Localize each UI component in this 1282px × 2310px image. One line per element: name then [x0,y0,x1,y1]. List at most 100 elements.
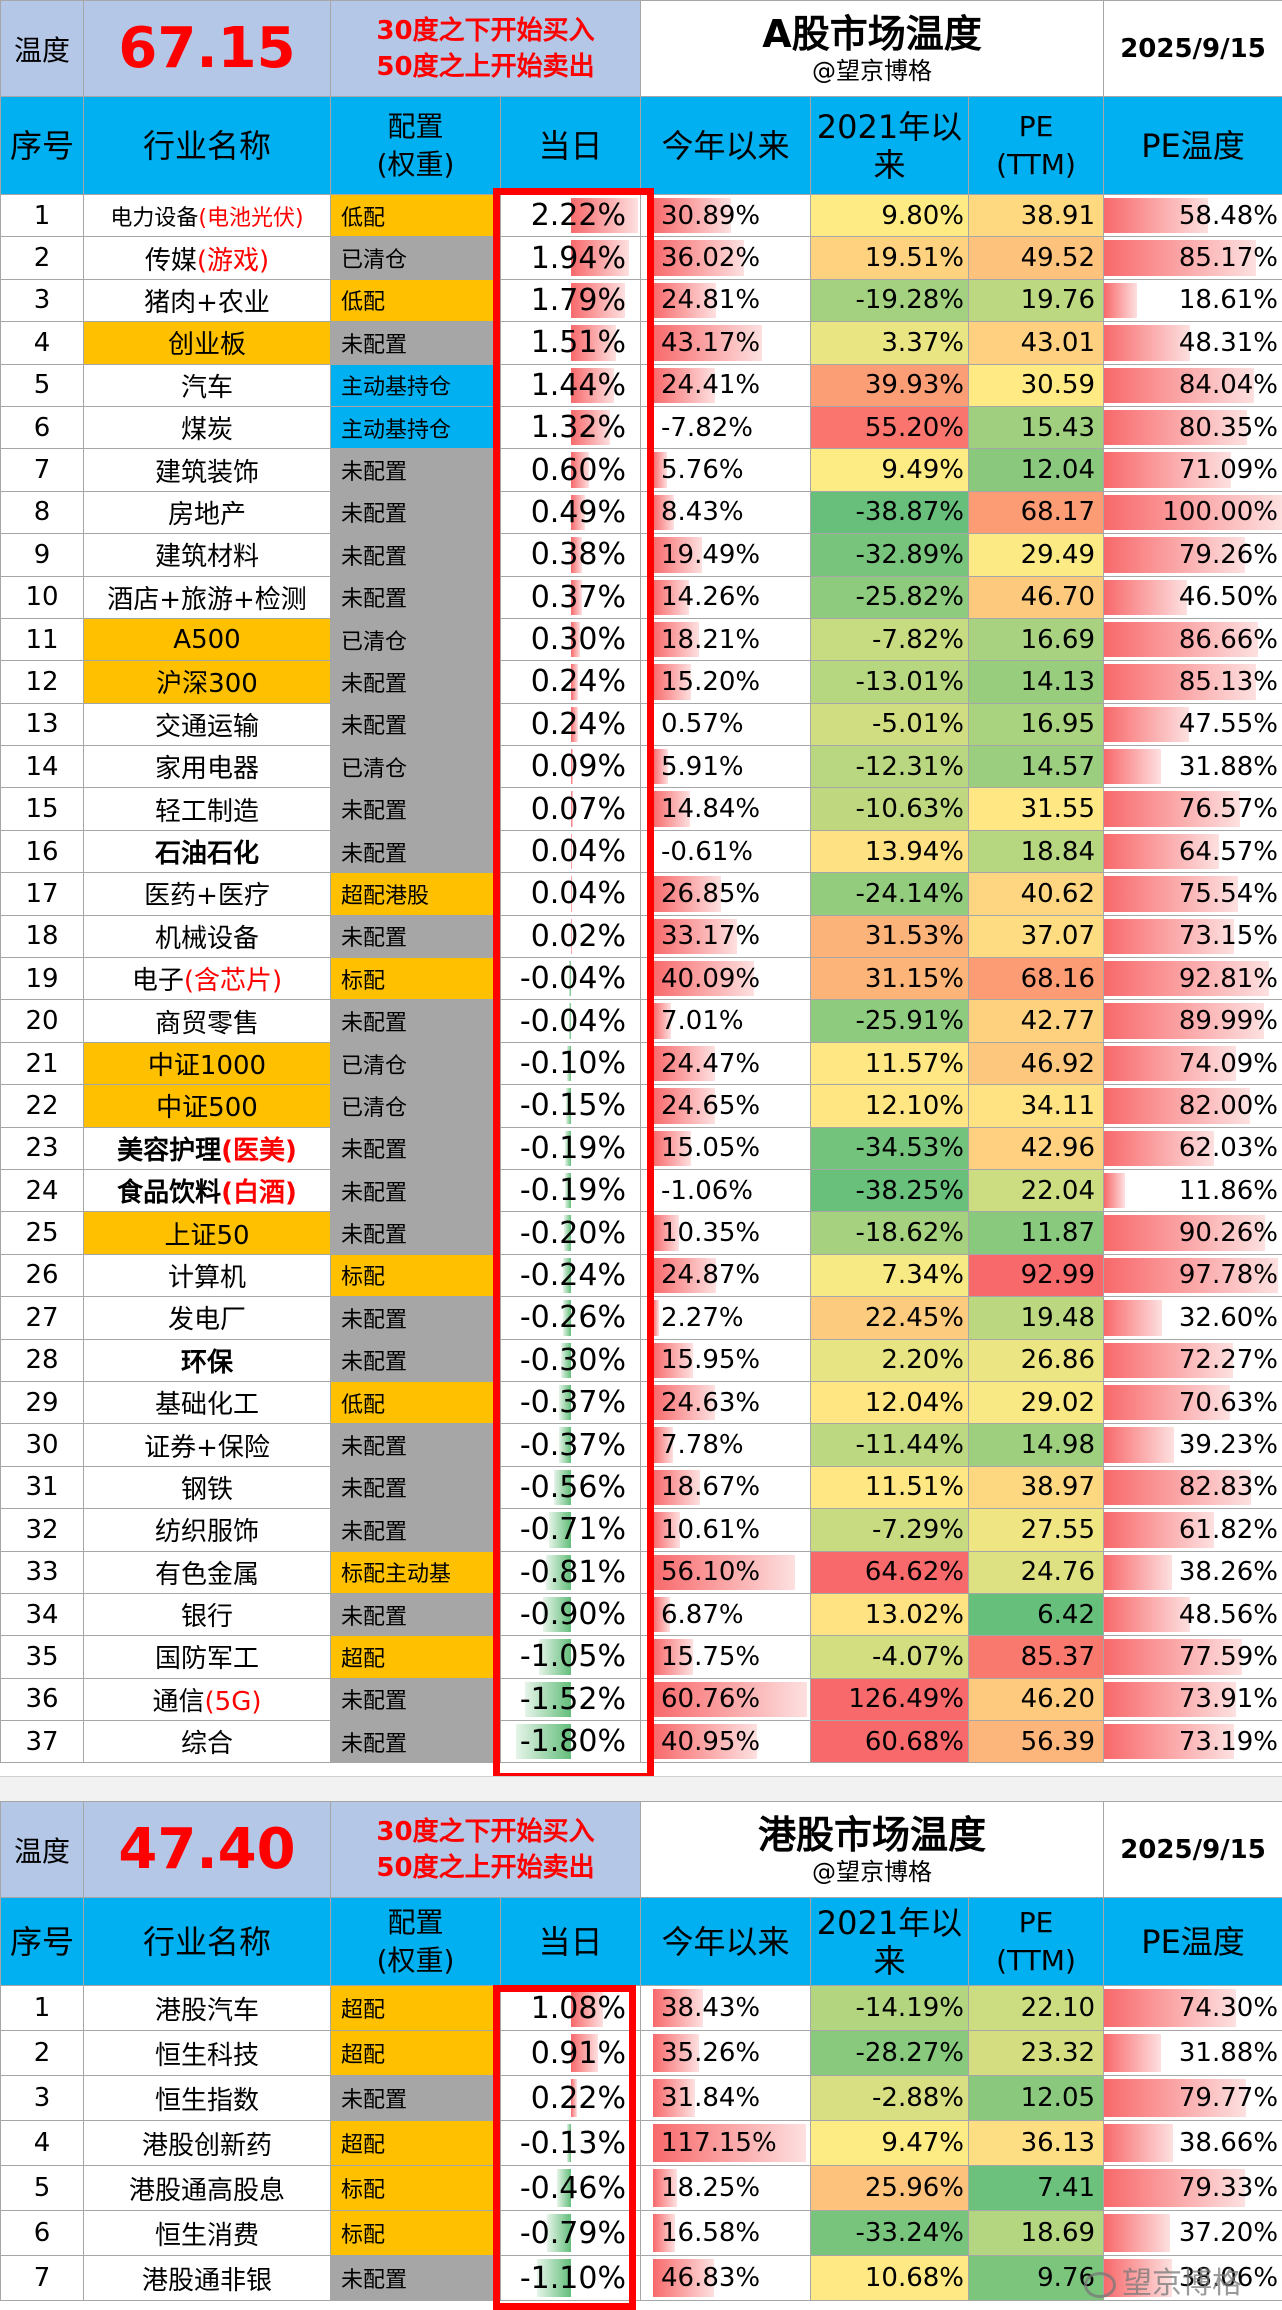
pe-temperature-bar [1104,1215,1265,1251]
today-change-bar [564,1215,571,1251]
today-change: -0.79% [500,2210,641,2256]
industry-name: 电子(含芯片) [83,957,331,1001]
ytd-change-bar [652,664,692,700]
industry-name: 美容护理(医美) [83,1126,331,1170]
ytd-change-bar [652,537,703,573]
ytd-change-bar [652,1003,671,1039]
since-2021-change: 13.94% [810,829,969,874]
pe-ttm: 19.48 [967,1296,1105,1340]
ytd-change: 43.17% [640,321,811,365]
today-change-value: 0.60% [530,452,626,488]
today-change-bar [543,1596,571,1633]
hk-share-title-row: 温度 47.40 30度之下开始买入 50度之上开始卖出 港股市场温度 @望京博… [0,1801,1282,1898]
today-change: -1.10% [500,2255,641,2301]
pe-temperature: 73.91% [1103,1677,1282,1722]
pe-temperature-bar [1104,409,1248,446]
ytd-change-bar [652,1469,701,1506]
ytd-change: 14.26% [640,575,811,619]
industry-name: 港股创新药 [83,2120,331,2166]
row-index: 14 [0,745,84,789]
pe-temperature: 37.20% [1103,2210,1282,2256]
pe-temperature-bar [1104,1130,1215,1166]
industry-name-text: 港股创新药 [141,2130,272,2161]
industry-name-text: 中证500 [156,1093,258,1124]
pe-ttm: 18.84 [967,829,1105,874]
header-today: 当日 [500,96,641,195]
ytd-change-value: -0.61% [661,836,753,867]
table-row: 17 医药+医疗 超配港股 0.04% 26.85% -24.14% 40.62 75.54% [0,872,1282,916]
today-change: 0.91% [500,2030,641,2076]
pe-temperature-bar [1104,2124,1173,2162]
industry-name: 计算机 [83,1253,331,1298]
ytd-change-bar [652,1257,716,1294]
pe-temperature: 73.15% [1103,914,1282,959]
allocation: 未配置 [330,1677,501,1722]
pe-temperature: 38.66% [1103,2120,1282,2166]
pe-temperature-value: 32.60% [1178,1302,1279,1333]
pe-temperature-bar [1104,876,1239,912]
industry-name-text: 石油石化 [154,839,259,870]
allocation: 超配 [330,2030,501,2076]
pe-ttm: 49.52 [967,236,1105,280]
row-index: 12 [0,660,84,704]
ytd-change: 7.78% [640,1423,811,1467]
row-index: 32 [0,1508,84,1552]
today-change-value: -0.04% [519,961,626,997]
pe-temperature-value: 79.77% [1178,2083,1279,2113]
today-change-value: 2.22% [530,198,626,234]
table-row: 24 食品饮料(白酒) 未配置 -0.19% -1.06% -38.25% 22.04 11.… [0,1168,1282,1213]
ytd-change-bar [652,706,655,743]
pe-temperature-bar [1104,1172,1126,1209]
today-change-bar [570,749,574,785]
pe-ttm: 43.01 [967,321,1105,365]
pe-ttm: 11.87 [967,1211,1105,1255]
today-change-bar [564,1130,571,1166]
allocation: 标配 [330,2210,501,2256]
ytd-change-value: 36.02% [661,243,761,274]
table-row: 4 创业板 未配置 1.51% 43.17% 3.37% 43.01 48.31% [0,321,1282,365]
industry-name: 电力设备(电池光伏) [83,193,331,238]
sell-rule: 50度之上开始卖出 [376,1852,595,1883]
row-index: 5 [0,363,84,407]
since-2021-change: -7.82% [810,617,969,662]
row-index: 22 [0,1084,84,1128]
row-index: 7 [0,2255,84,2301]
today-change: 0.04% [500,872,641,916]
table-row: 22 中证500 已清仓 -0.15% 24.65% 12.10% 34.11 82.00% [0,1084,1282,1128]
industry-name-text: 有色金属 [154,1559,259,1590]
allocation: 未配置 [330,999,501,1043]
table-row: 21 中证1000 已清仓 -0.10% 24.47% 11.57% 46.92 74.09% [0,1041,1282,1086]
allocation: 未配置 [330,575,501,619]
today-change-value: -0.04% [519,1003,626,1039]
today-change-value: 1.79% [530,282,626,318]
hk-share-table: 温度 47.40 30度之下开始买入 50度之上开始卖出 港股市场温度 @望京博… [0,1801,1282,2301]
since-2021-change: -7.29% [810,1508,969,1552]
table-row: 36 通信(5G) 未配置 -1.52% 60.76% 126.49% 46.20 73.91… [0,1677,1282,1722]
today-change-value: 0.24% [530,664,626,700]
row-index: 2 [0,236,84,280]
row-index: 1 [0,193,84,238]
pe-temperature-value: 82.83% [1178,1472,1279,1503]
today-change: -0.24% [500,1253,641,1298]
table-row: 1 港股汽车 超配 1.08% 38.43% -14.19% 22.10 74.30% [0,1985,1282,2031]
today-change: -0.20% [500,1211,641,1255]
pe-temperature-bar [1104,706,1189,743]
ytd-change-value: 38.43% [661,1993,761,2023]
pe-ttm: 38.97 [967,1465,1105,1510]
row-index: 6 [0,2210,84,2256]
since-2021-change: -34.53% [810,1126,969,1170]
industry-name: 证券+保险 [83,1423,331,1467]
pe-temperature: 74.09% [1103,1041,1282,1086]
today-change: -0.46% [500,2165,641,2211]
row-index: 16 [0,829,84,874]
pe-temperature-value: 61.82% [1178,1514,1279,1545]
row-index: 29 [0,1380,84,1425]
today-change-value: -0.19% [519,1173,626,1209]
industry-name: 发电厂 [83,1296,331,1340]
table-row: 11 A500 已清仓 0.30% 18.21% -7.82% 16.69 86.66% [0,617,1282,662]
ytd-change-bar [652,1724,757,1760]
market-title-text: 港股市场温度 [758,1812,987,1857]
table-row: 6 恒生消费 标配 -0.79% 16.58% -33.24% 18.69 37.20% [0,2210,1282,2256]
pe-temperature-value: 31.88% [1178,751,1279,782]
temperature-value: 67.15 [83,0,331,97]
